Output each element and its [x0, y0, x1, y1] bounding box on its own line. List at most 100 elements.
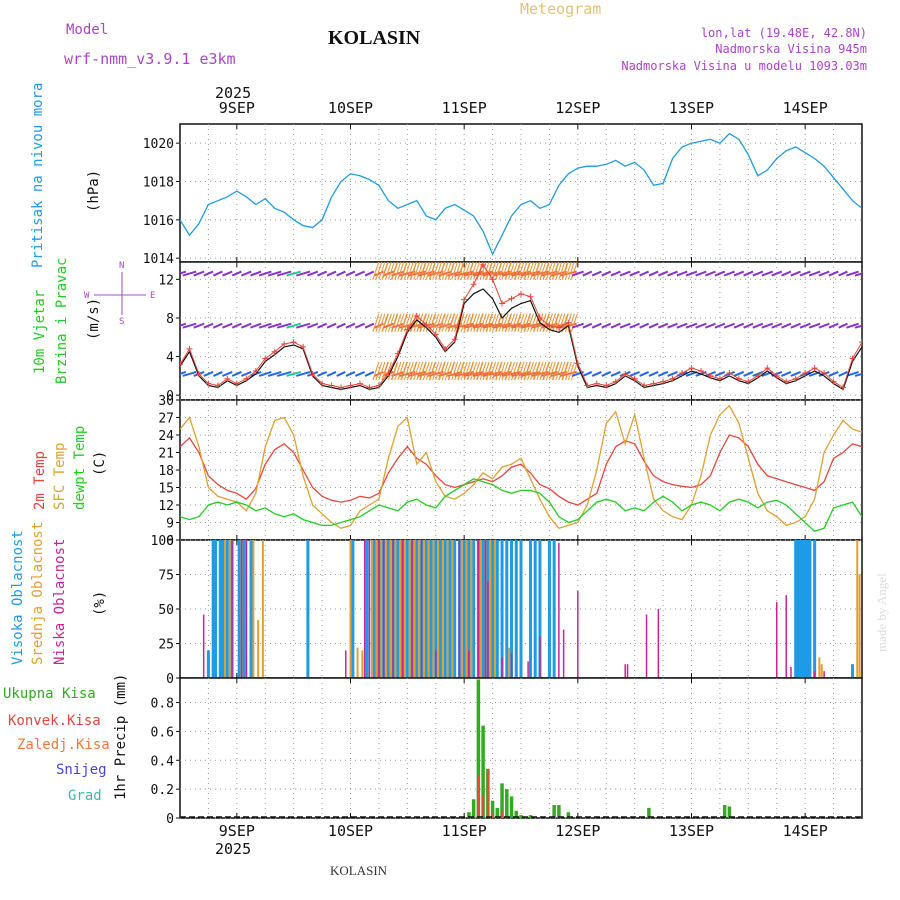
wind-barb-flag [425, 361, 433, 381]
wind-gust-marker [413, 313, 420, 320]
wind-barb [326, 270, 337, 277]
wind-barb-flag [432, 361, 440, 381]
wind-barb-flag [457, 262, 465, 280]
low-cloud-bar [477, 540, 480, 678]
wind-unit: (m/s) [86, 298, 102, 340]
wind-gust-marker [499, 300, 506, 307]
wind-barb [854, 272, 862, 277]
mid-cloud-bar [349, 540, 352, 678]
temp-ytick-label: 30 [158, 394, 174, 409]
wind-barb [463, 270, 484, 277]
wind-gust-marker [423, 321, 430, 328]
wind-barb [582, 322, 593, 329]
wind-gust-marker [243, 375, 250, 382]
high-cloud-bar [242, 540, 246, 678]
wind-barb-flag [508, 361, 516, 381]
wind-barb [364, 270, 375, 277]
wind-plot-area [180, 262, 862, 391]
wind-gust-marker [262, 355, 269, 362]
wind-barb-flag [548, 361, 556, 381]
wind-gust-marker [461, 296, 468, 303]
pressure-title: Pritisak na nivou mora [30, 83, 46, 268]
total-rain-bar [467, 812, 471, 818]
total-rain-bar [514, 810, 519, 818]
mid-cloud-bar [252, 540, 255, 678]
pressure-plot-area [180, 132, 862, 256]
mid-cloud-bar [261, 540, 264, 678]
model-label: Model [66, 22, 108, 38]
legend-freezing-rain: Zaledj.Kisa [17, 737, 110, 753]
wind-barb [571, 322, 584, 329]
cloud-plot-area [180, 540, 862, 678]
wind-barb [326, 322, 337, 329]
wind-barb-flag [435, 361, 443, 381]
coords-text: lon,lat (19.48E, 42.8N) [701, 26, 867, 40]
wind-barb-flag [438, 262, 446, 280]
cloud-panel-labels: Visoka Oblacnost Srednja Oblacnost Niska… [10, 522, 108, 665]
wind-gust-marker [735, 375, 742, 382]
high-cloud-bar [214, 540, 218, 678]
high-cloud-bar [806, 540, 810, 678]
wind-gust-marker [565, 319, 572, 326]
wind-barb-flag [508, 313, 516, 332]
precip-ytick-label: 0.8 [151, 697, 174, 712]
wind-barb-flag [419, 361, 427, 381]
pressure-ytick-label: 1014 [143, 252, 174, 267]
wind-gust-marker [508, 295, 515, 302]
wind-barb [838, 371, 848, 377]
high-cloud-bar [538, 540, 542, 678]
wind-barb [354, 371, 365, 377]
high-cloud-bar [519, 540, 523, 678]
t2m-line [180, 434, 862, 506]
wind-barb [619, 270, 631, 277]
high-cloud-bar [495, 540, 499, 678]
wind-barb [511, 322, 531, 329]
wind-barb-flag [558, 262, 566, 280]
wind-barb [203, 371, 214, 377]
wind-gust-marker [347, 382, 354, 389]
wind-barb-flag [495, 262, 503, 280]
wind-barb [454, 370, 475, 377]
wind-barb [808, 270, 821, 277]
high-cloud-bar [472, 540, 476, 678]
wind-barb [520, 322, 541, 329]
cloud-panel: 0 25 50 75 100 [151, 534, 863, 687]
wind-barb [250, 270, 262, 277]
wind-gust-marker [451, 336, 458, 343]
wind-barb [317, 371, 328, 377]
wind-barb-flag [413, 361, 421, 381]
high-cloud-bar [415, 540, 419, 678]
temp-ytick-label: 12 [158, 499, 174, 514]
wind-barb-flag [444, 262, 452, 280]
wind-barb-flag [397, 313, 405, 332]
wind-barb [222, 270, 233, 277]
top-day-label: 11SEP [442, 99, 487, 117]
wind-barb-flag [432, 313, 440, 332]
wind-barb [231, 322, 242, 329]
high-cloud-bar [510, 540, 514, 678]
wind-gust-marker [309, 370, 316, 377]
sfc-title: SFC Temp [52, 443, 68, 510]
bottom-year-label: 2025 [215, 840, 251, 858]
wind-barb-flag [441, 313, 449, 332]
total-rain-bar [471, 799, 476, 818]
wind-gust-marker [281, 341, 288, 348]
low-cloud-bar [558, 542, 560, 678]
wind-barb [657, 322, 669, 329]
wind-barb-flag [422, 361, 430, 381]
wind-barb [761, 371, 774, 377]
wind-barb [771, 322, 783, 329]
wind-barb [295, 322, 311, 329]
low-cloud-bar [823, 671, 825, 678]
wind-gust-marker [811, 365, 818, 372]
wind-barb-flag [451, 313, 459, 332]
wind-gust-marker [195, 370, 202, 377]
low-cloud-bar [626, 664, 629, 678]
wind-gust-marker [480, 262, 487, 268]
wind-barb-flag [419, 313, 427, 332]
mid-cloud-bar [361, 650, 364, 678]
wind-barb-flag [403, 313, 411, 332]
pressure-unit: (hPa) [86, 170, 102, 212]
wind-barb-flag [378, 313, 386, 332]
wind-gust-marker [356, 380, 363, 387]
